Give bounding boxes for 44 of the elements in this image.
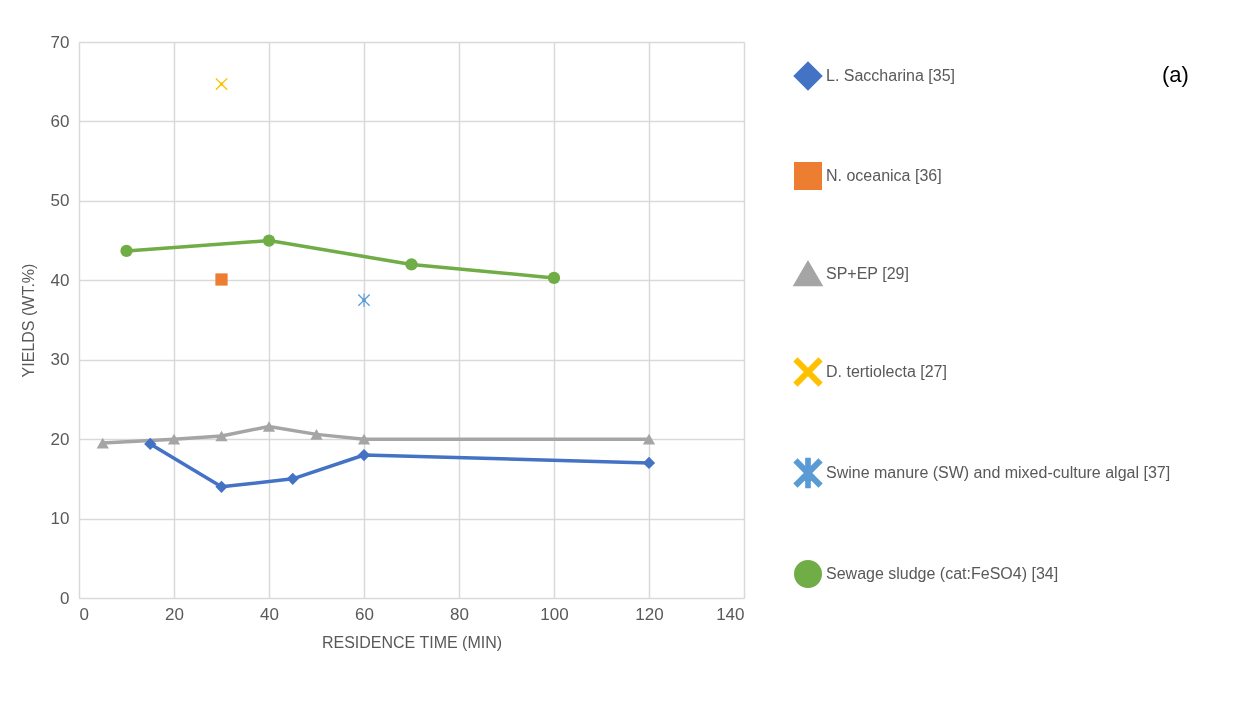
y-tick-label: 60 <box>50 111 70 131</box>
point <box>215 430 228 442</box>
point <box>357 293 371 307</box>
point <box>120 244 133 258</box>
x-tick-label: 40 <box>260 604 279 624</box>
x-tick-label: 0 <box>79 604 89 624</box>
y-tick-label: 0 <box>60 588 70 608</box>
point <box>547 271 561 285</box>
point <box>405 258 418 271</box>
y-tick-label: 70 <box>50 32 70 52</box>
x-tick-label: 60 <box>355 604 374 624</box>
y-axis-title: YIELDS (WT.%) <box>19 263 37 378</box>
point <box>642 456 656 470</box>
x-tick-label: 80 <box>450 604 469 624</box>
point <box>96 437 109 449</box>
legend-label: L. Saccharina [35] <box>826 67 955 84</box>
point <box>144 437 157 451</box>
point <box>262 421 276 432</box>
point <box>357 433 371 445</box>
legend-label: Swine manure (SW) and mixed-culture algal [37] <box>826 464 1171 481</box>
point <box>262 234 276 247</box>
y-tick-label: 30 <box>50 350 70 370</box>
x-tick-label: 140 <box>716 604 745 624</box>
point <box>357 448 371 462</box>
y-tick-label: 40 <box>50 270 70 290</box>
point <box>215 273 228 286</box>
point <box>215 480 228 493</box>
panel-label: (a) <box>1162 62 1189 88</box>
y-tick-label: 10 <box>50 509 70 529</box>
point <box>310 429 323 440</box>
point <box>215 77 228 91</box>
point <box>286 472 299 485</box>
legend-label: D. tertiolecta [27] <box>826 363 947 380</box>
x-tick-label: 100 <box>540 604 569 624</box>
legend-label: N. oceanica [36] <box>826 167 942 184</box>
legend-label: Sewage sludge (cat:FeSO4) [34] <box>826 565 1059 582</box>
x-tick-label: 20 <box>165 604 184 624</box>
y-tick-label: 20 <box>50 429 70 449</box>
x-tick-label: 120 <box>635 604 664 624</box>
legend-label: SP+EP [29] <box>826 265 909 282</box>
y-tick-label: 50 <box>50 191 70 211</box>
point <box>167 433 181 445</box>
x-axis-title: RESIDENCE TIME (MIN) <box>321 633 503 651</box>
point <box>642 433 656 445</box>
